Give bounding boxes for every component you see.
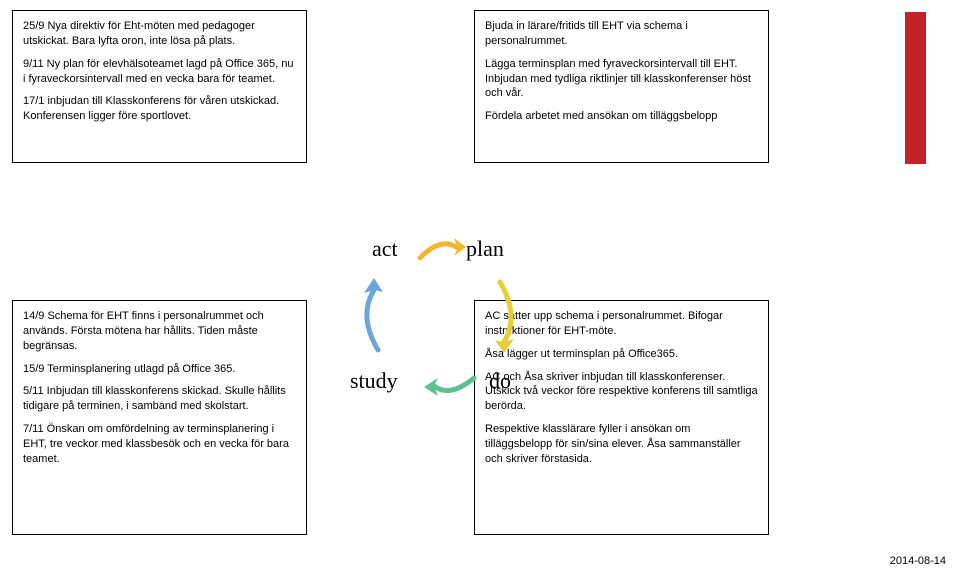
do-line-4: Respektive klasslärare fyller i ansökan … — [485, 422, 758, 467]
arrow-study-to-act-icon — [356, 276, 390, 356]
act-line-2: 9/11 Ny plan för elevhälsoteamet lagd på… — [23, 57, 296, 87]
cycle-label-study: study — [350, 368, 398, 394]
act-line-1: 25/9 Nya direktiv för Eht-möten med peda… — [23, 19, 296, 49]
cycle-label-do: do — [489, 368, 511, 394]
accent-bar — [905, 12, 926, 164]
panel-study: 14/9 Schema för EHT finns i personalrumm… — [12, 300, 307, 535]
panel-act: 25/9 Nya direktiv för Eht-möten med peda… — [12, 10, 307, 163]
arrow-act-to-plan-icon — [416, 234, 466, 264]
cycle-label-act: act — [372, 236, 398, 262]
plan-line-3: Fördela arbetet med ansökan om tilläggsb… — [485, 109, 758, 124]
panel-plan: Bjuda in lärare/fritids till EHT via sch… — [474, 10, 769, 163]
study-line-1: 14/9 Schema för EHT finns i personalrumm… — [23, 309, 296, 354]
plan-line-2: Lägga terminsplan med fyraveckorsinterva… — [485, 57, 758, 102]
plan-line-1: Bjuda in lärare/fritids till EHT via sch… — [485, 19, 758, 49]
study-line-3: 5/11 Inbjudan till klasskonferens skicka… — [23, 384, 296, 414]
study-line-4: 7/11 Önskan om omfördelning av terminspl… — [23, 422, 296, 467]
pdsa-cycle: act plan study do — [338, 236, 548, 398]
date-stamp: 2014-08-14 — [890, 555, 946, 567]
act-line-3: 17/1 inbjudan till Klasskonferens för vå… — [23, 94, 296, 124]
arrow-do-to-study-icon — [420, 370, 480, 400]
cycle-label-plan: plan — [466, 236, 504, 262]
study-line-2: 15/9 Terminsplanering utlagd på Office 3… — [23, 362, 296, 377]
arrow-plan-to-do-icon — [490, 276, 524, 356]
